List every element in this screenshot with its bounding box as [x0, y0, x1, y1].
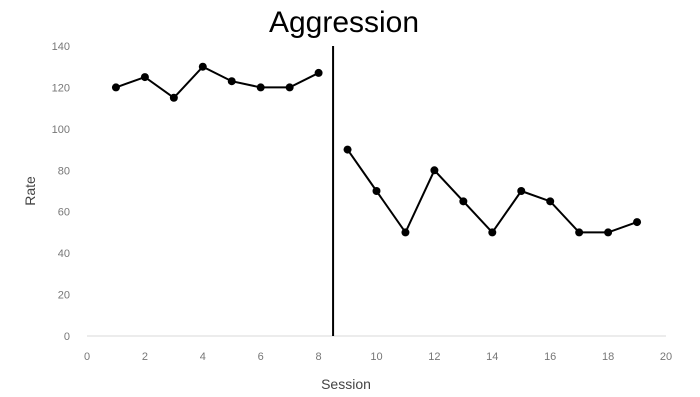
x-tick-label: 2: [142, 351, 148, 363]
y-tick-label: 80: [58, 165, 70, 177]
data-point: [517, 187, 526, 195]
data-point: [256, 83, 265, 92]
y-tick-label: 40: [58, 248, 70, 260]
y-tick-labels: 0 20 40 60 80 100 120 140: [52, 41, 70, 343]
data-point: [488, 228, 497, 237]
data-point: [546, 197, 555, 206]
data-point: [198, 62, 207, 71]
x-tick-label: 20: [660, 351, 672, 363]
x-tick-label: 0: [84, 351, 90, 363]
data-point: [430, 166, 439, 175]
x-tick-label: 16: [544, 351, 556, 363]
x-tick-label: 10: [370, 351, 382, 363]
data-point: [633, 218, 642, 227]
data-point: [169, 93, 178, 102]
series-layer: [111, 62, 642, 237]
data-point: [314, 68, 323, 77]
x-tick-label: 4: [200, 351, 206, 363]
y-tick-label: 120: [52, 82, 70, 94]
y-tick-label: 140: [52, 41, 70, 53]
x-tick-label: 8: [316, 351, 322, 363]
data-point: [459, 197, 468, 206]
series-2: [343, 145, 642, 237]
y-tick-label: 60: [58, 207, 70, 219]
data-point: [343, 145, 352, 154]
y-tick-label: 0: [64, 331, 70, 343]
data-point: [111, 83, 120, 92]
data-point: [285, 83, 294, 92]
data-point: [401, 228, 410, 237]
data-point: [604, 228, 613, 237]
x-tick-label: 12: [428, 351, 440, 363]
chart-title: Aggression: [269, 6, 419, 39]
x-tick-label: 6: [258, 351, 264, 363]
series-1: [111, 62, 323, 102]
x-tick-labels: 0 2 4 6 8 10 12 14 16 18 20: [84, 351, 672, 363]
x-tick-label: 18: [602, 351, 614, 363]
data-point: [575, 228, 584, 237]
x-tick-label: 14: [486, 351, 498, 363]
data-point: [227, 77, 236, 86]
data-point: [372, 187, 381, 195]
x-axis-label: Session: [321, 376, 371, 392]
y-tick-label: 20: [58, 290, 70, 302]
y-axis-label: Rate: [22, 176, 38, 206]
data-point: [140, 73, 149, 82]
series-line: [115, 65, 320, 100]
series-line: [346, 148, 638, 235]
y-tick-label: 100: [52, 124, 70, 136]
